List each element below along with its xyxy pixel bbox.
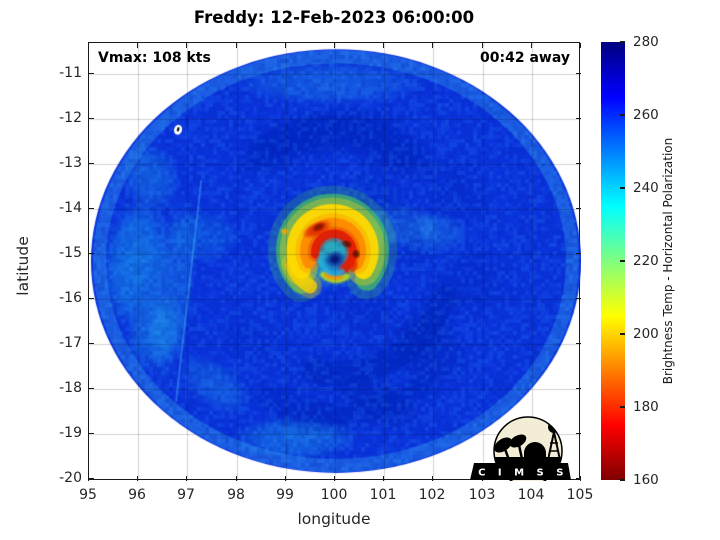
x-tick-mark [531,43,533,48]
y-tick-mark [89,118,94,120]
x-tick-mark [285,476,287,481]
colorbar-tick-label: 260 [633,107,659,123]
y-tick-label: -17 [59,335,82,351]
y-tick-mark [89,253,94,255]
x-tick-mark [383,43,385,48]
y-tick-mark [89,478,94,480]
y-tick-mark [576,208,581,210]
brightness-temp-heatmap [89,43,581,481]
x-tick-label: 104 [517,487,545,503]
y-tick-mark [89,163,94,165]
plot-title: Freddy: 12-Feb-2023 06:00:00 [193,8,475,27]
x-tick-label: 103 [468,487,496,503]
y-tick-mark [89,208,94,210]
x-tick-mark [88,43,90,48]
satellite-dish-icon [509,434,527,448]
colorbar-tick-label: 240 [633,180,659,196]
x-tick-mark [432,476,434,481]
x-tick-label: 101 [369,487,397,503]
y-tick-mark [576,163,581,165]
y-tick-mark [89,388,94,390]
colorbar-tick-label: 160 [633,472,659,488]
y-axis-label: latitude [14,236,32,296]
x-axis-label: longitude [297,510,371,528]
colorbar-tick-mark [620,114,625,116]
x-tick-mark [482,43,484,48]
x-tick-label: 102 [418,487,446,503]
y-tick-mark [576,118,581,120]
y-tick-label: -13 [59,155,82,171]
x-tick-mark [236,43,238,48]
y-tick-mark [576,73,581,75]
y-tick-mark [576,388,581,390]
cimss-banner-text: C I M S S [478,468,568,479]
colorbar-tick-mark [620,406,625,408]
x-tick-label: 105 [566,487,594,503]
x-tick-label: 98 [227,487,245,503]
y-tick-label: -16 [59,290,82,306]
colorbar-tick-mark [620,260,625,262]
vmax-annotation: Vmax: 108 kts [98,50,211,66]
colorbar-tick-mark [620,333,625,335]
x-tick-mark [334,43,336,48]
y-tick-mark [576,433,581,435]
observatory-dome [524,442,546,459]
x-tick-mark [285,43,287,48]
x-tick-label: 99 [276,487,294,503]
plot-area: Vmax: 108 kts 00:42 away C I M S S [88,42,582,481]
x-tick-mark [186,43,188,48]
y-tick-label: -20 [59,470,82,486]
water-tower-icon [548,421,560,433]
y-tick-mark [576,253,581,255]
cimss-logo-silhouette [494,421,562,469]
y-tick-label: -12 [59,110,82,126]
colorbar-tick-mark [620,479,625,481]
y-tick-mark [89,298,94,300]
y-tick-label: -19 [59,425,82,441]
x-tick-label: 95 [79,487,97,503]
y-tick-label: -15 [59,245,82,261]
y-tick-mark [576,298,581,300]
y-tick-mark [576,478,581,480]
y-tick-mark [576,343,581,345]
x-tick-label: 100 [320,487,348,503]
y-tick-mark [89,73,94,75]
x-tick-mark [432,43,434,48]
x-tick-mark [137,476,139,481]
colorbar-tick-label: 280 [633,34,659,50]
colorbar-tick-mark [620,187,625,189]
x-tick-label: 96 [128,487,146,503]
y-tick-mark [89,343,94,345]
y-tick-label: -14 [59,200,82,216]
x-tick-mark [383,476,385,481]
colorbar-label: Brightness Temp - Horizontal Polarizatio… [661,137,675,385]
colorbar-tick-label: 180 [633,399,659,415]
colorbar-tick-mark [620,41,625,43]
time-away-annotation: 00:42 away [480,50,570,66]
x-tick-mark [186,476,188,481]
x-tick-label: 97 [177,487,195,503]
y-tick-mark [89,433,94,435]
x-tick-mark [334,476,336,481]
colorbar-tick-label: 200 [633,326,659,342]
x-tick-mark [88,476,90,481]
colorbar-tick-label: 220 [633,253,659,269]
y-tick-label: -11 [59,65,82,81]
x-tick-mark [580,43,582,48]
satellite-dish-icon [494,437,512,453]
y-tick-label: -18 [59,380,82,396]
x-tick-mark [137,43,139,48]
cimss-logo: C I M S S [470,416,571,481]
cimss-banner [470,463,571,480]
x-tick-mark [236,476,238,481]
